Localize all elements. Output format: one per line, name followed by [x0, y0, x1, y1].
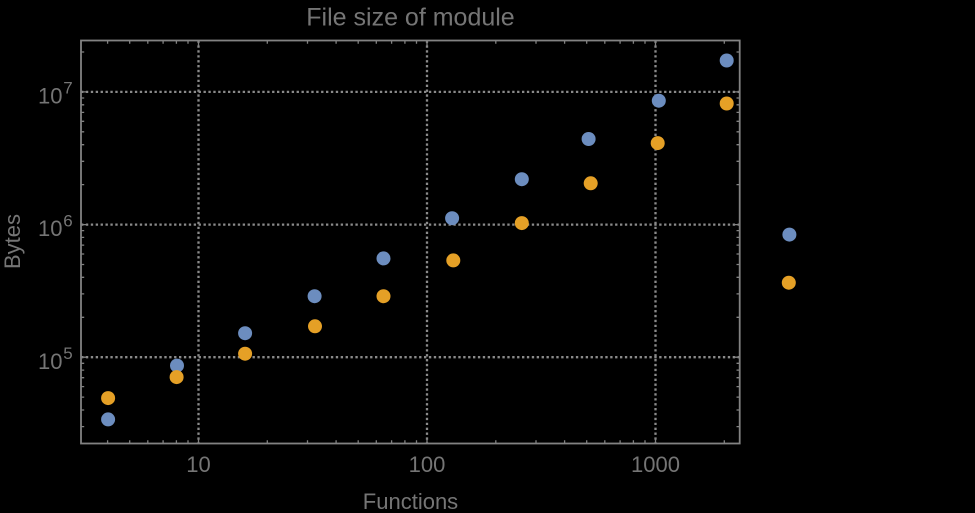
svg-text:10: 10: [38, 349, 62, 374]
svg-text:10: 10: [186, 452, 210, 477]
svg-text:Bytes: Bytes: [0, 214, 25, 269]
svg-text:6: 6: [63, 211, 72, 230]
svg-text:1000: 1000: [631, 452, 680, 477]
svg-text:5: 5: [63, 344, 72, 363]
svg-text:7: 7: [63, 79, 72, 98]
svg-text:Functions: Functions: [363, 489, 458, 513]
svg-text:10: 10: [38, 216, 62, 241]
svg-text:100: 100: [409, 452, 446, 477]
svg-text:File size of module: File size of module: [306, 3, 514, 31]
svg-text:10: 10: [38, 84, 62, 109]
